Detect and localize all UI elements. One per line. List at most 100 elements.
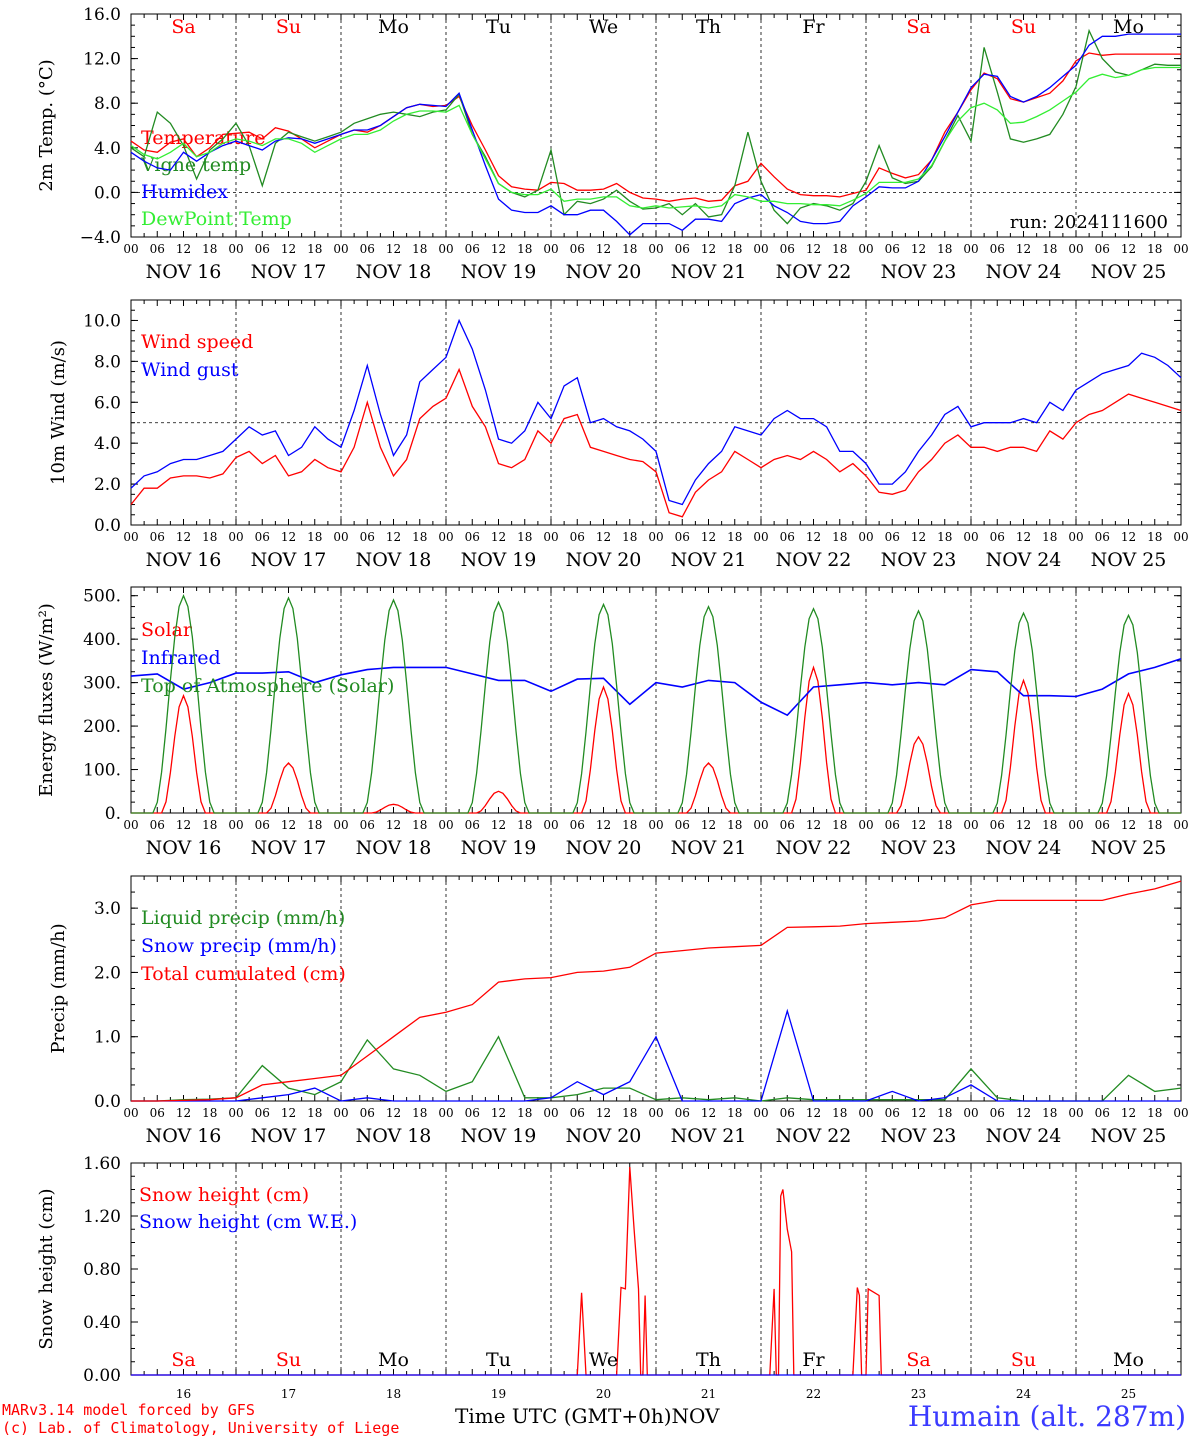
hour-label: 00 — [753, 530, 768, 544]
weekday-label-bottom: Tu — [486, 1349, 511, 1371]
hour-label: 00 — [963, 1106, 978, 1120]
legend-entry: Humidex — [141, 181, 228, 203]
date-label: NOV 17 — [251, 837, 327, 859]
hour-label: 18 — [517, 818, 532, 832]
hour-label: 18 — [1042, 530, 1057, 544]
hour-label: 18 — [412, 530, 427, 544]
date-label: NOV 18 — [356, 261, 432, 283]
hour-label: 18 — [202, 242, 217, 256]
hour-label: 12 — [386, 818, 401, 832]
hour-label: 12 — [176, 818, 191, 832]
y-tick-label: 400. — [83, 630, 121, 650]
weekday-label-top: Mo — [378, 16, 409, 38]
hour-label: 06 — [360, 818, 375, 832]
hour-label: 12 — [491, 530, 506, 544]
hour-label: 12 — [806, 530, 821, 544]
date-label: NOV 18 — [356, 549, 432, 571]
hour-label: 06 — [990, 530, 1005, 544]
x-caption-month: NOV — [671, 1404, 720, 1428]
hour-label: 18 — [1147, 530, 1162, 544]
plot-frame — [130, 299, 1182, 526]
hour-label: 18 — [412, 242, 427, 256]
y-tick-label: 300. — [83, 674, 121, 694]
date-label: NOV 24 — [986, 1125, 1062, 1147]
hour-label: 12 — [386, 242, 401, 256]
legend-entry: Temperature — [141, 127, 265, 149]
hour-label: 12 — [806, 818, 821, 832]
hour-label: 12 — [281, 1106, 296, 1120]
hour-label: 06 — [675, 530, 690, 544]
bottom-day-number: 25 — [1121, 1387, 1136, 1401]
hour-label: 12 — [176, 530, 191, 544]
date-label: NOV 22 — [776, 549, 852, 571]
hour-label: 18 — [832, 530, 847, 544]
hour-label: 18 — [307, 1106, 322, 1120]
date-label: NOV 20 — [566, 1125, 642, 1147]
hour-label: 06 — [675, 242, 690, 256]
legend-entry: Snow height (cm) — [139, 1184, 309, 1206]
date-label: NOV 23 — [881, 837, 957, 859]
weekday-label-bottom: Su — [1011, 1349, 1036, 1371]
hour-label: 06 — [570, 530, 585, 544]
hour-label: 12 — [596, 242, 611, 256]
hour-label: 18 — [1147, 818, 1162, 832]
legend-entry: Vigne temp — [140, 154, 251, 176]
series-line-dewpoint-temp — [130, 66, 1181, 209]
hour-label: 00 — [648, 1106, 663, 1120]
date-label: NOV 18 — [356, 837, 432, 859]
hour-label: 00 — [228, 242, 243, 256]
hour-label: 06 — [360, 242, 375, 256]
hour-label: 18 — [1042, 818, 1057, 832]
date-label: NOV 25 — [1091, 1125, 1167, 1147]
hour-label: 12 — [176, 1106, 191, 1120]
y-tick-label: 1.20 — [83, 1207, 121, 1227]
hour-label: 06 — [465, 818, 480, 832]
y-axis-label: Snow height (cm) — [36, 1188, 57, 1349]
date-label: NOV 17 — [251, 261, 327, 283]
hour-label: 12 — [1016, 1106, 1031, 1120]
series-line-snow-precip-mm-h- — [131, 1008, 1181, 1102]
hour-label: 18 — [622, 1106, 637, 1120]
hour-label: 18 — [202, 818, 217, 832]
hour-label: 06 — [1095, 530, 1110, 544]
y-tick-label: 0.40 — [83, 1313, 121, 1333]
hour-label: 06 — [465, 530, 480, 544]
legend-entry: Solar — [141, 619, 193, 641]
hour-label: 00 — [333, 530, 348, 544]
series-line-total-cumulated-cm- — [131, 880, 1182, 1102]
y-tick-label: 0.0 — [94, 1092, 121, 1112]
hour-label: 18 — [937, 530, 952, 544]
hour-label: 06 — [885, 818, 900, 832]
weekday-label-top: Sa — [906, 16, 930, 38]
date-label: NOV 23 — [881, 549, 957, 571]
hour-label: 18 — [202, 530, 217, 544]
hour-label: 18 — [727, 242, 742, 256]
date-label: NOV 19 — [461, 837, 537, 859]
hour-label: 00 — [123, 242, 138, 256]
weekday-label-bottom: Fr — [802, 1349, 825, 1371]
date-label: NOV 24 — [986, 837, 1062, 859]
y-tick-label: 0. — [105, 804, 121, 824]
legend-entry: Liquid precip (mm/h) — [141, 907, 345, 929]
hour-label: 00 — [1173, 1106, 1188, 1120]
hour-label: 06 — [255, 1106, 270, 1120]
y-axis-label: Precip (mm/h) — [48, 923, 69, 1053]
run-label: run: 2024111600 — [1010, 212, 1168, 233]
hour-label: 18 — [412, 1106, 427, 1120]
y-tick-label: 16.0 — [83, 5, 121, 25]
series-line-top-of-atmosphere-solar- — [131, 593, 1181, 814]
hour-label: 00 — [438, 242, 453, 256]
date-label: NOV 23 — [881, 261, 957, 283]
hour-label: 12 — [176, 242, 191, 256]
weekday-label-bottom: Sa — [906, 1349, 930, 1371]
hour-label: 06 — [990, 818, 1005, 832]
date-label: NOV 18 — [356, 1125, 432, 1147]
hour-label: 00 — [1068, 1106, 1083, 1120]
hour-label: 12 — [806, 1106, 821, 1120]
date-label: NOV 25 — [1091, 549, 1167, 571]
x-axis-caption: Time UTC (GMT+0h)NOV — [455, 1404, 720, 1428]
series-line-temperature — [130, 52, 1181, 202]
hour-label: 12 — [911, 1106, 926, 1120]
y-axis-label: 2m Temp. (°C) — [36, 59, 57, 191]
